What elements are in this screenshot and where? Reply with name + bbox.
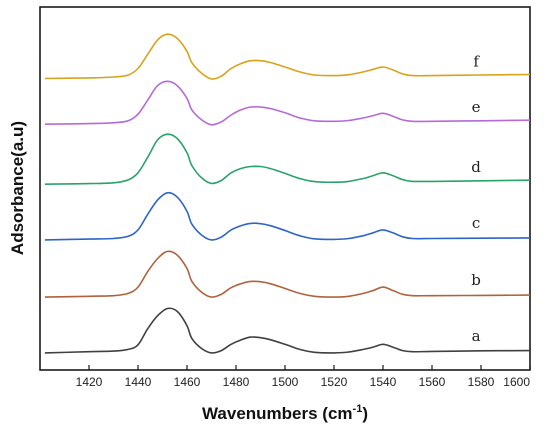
x-tick-label: 1600 [503, 375, 530, 389]
x-tick-label: 1500 [272, 375, 299, 389]
x-axis-title-superscript: -1 [353, 403, 363, 415]
series-layer [44, 33, 531, 354]
series-label-a: a [472, 327, 481, 345]
x-tick-label: 1560 [419, 375, 446, 389]
series-line-c [44, 191, 531, 241]
x-tick-label: 1460 [174, 375, 201, 389]
series-label-c: c [472, 214, 480, 232]
x-axis-title: Wavenumbers (cm-1) [202, 403, 368, 423]
x-axis-ticks: 1420 1440 1460 1480 1500 1520 1540 1560 1580 1600 [76, 365, 531, 389]
series-label-b: b [471, 271, 481, 289]
plot-frame [39, 6, 531, 371]
series-line-b [44, 250, 531, 298]
series-line-d [44, 133, 531, 185]
x-tick-label: 1540 [370, 375, 397, 389]
x-tick-label: 1440 [125, 375, 152, 389]
x-tick-label: 1420 [76, 375, 103, 389]
series-label-e: e [472, 98, 481, 116]
x-tick-label: 1520 [321, 375, 348, 389]
series-line-e [44, 80, 531, 126]
series-line-a [44, 307, 531, 354]
series-label-f: f [473, 53, 480, 71]
x-axis-title-suffix: ) [362, 404, 368, 423]
series-label-d: d [471, 158, 481, 176]
series-label-layer: a b c d e f [471, 53, 481, 345]
x-tick-label: 1480 [223, 375, 250, 389]
y-axis-title: Adsorbance(a.u) [8, 121, 27, 255]
series-line-f [44, 33, 531, 80]
x-axis-title-main: Wavenumbers (cm [202, 404, 353, 423]
x-tick-label: 1580 [468, 375, 495, 389]
